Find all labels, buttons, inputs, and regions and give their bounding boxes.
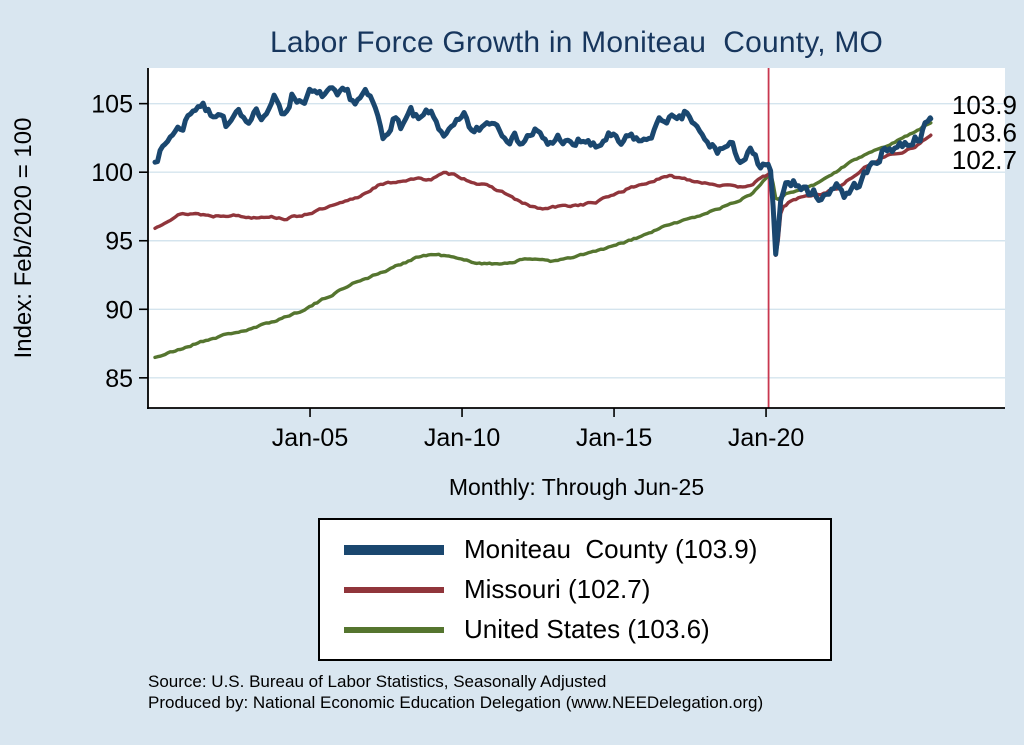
series-line-moniteau-county	[152, 85, 934, 257]
legend-label: United States (103.6)	[464, 614, 710, 644]
source-note: Source: U.S. Bureau of Labor Statistics,…	[148, 672, 607, 691]
legend-swatch	[344, 544, 444, 555]
y-tick-label: 105	[91, 91, 133, 119]
legend-label: Moniteau County (103.9)	[464, 534, 758, 564]
legend-swatch	[344, 626, 444, 633]
series-line-missouri	[153, 133, 933, 257]
x-tick-label: Jan-10	[424, 424, 500, 452]
x-tick-label: Jan-05	[272, 424, 348, 452]
legend-swatch	[344, 586, 444, 593]
produced-by-note: Produced by: National Economic Education…	[148, 693, 764, 712]
series-end-value-label: 102.7	[952, 145, 1017, 175]
chart-subtitle: Monthly: Through Jun-25	[448, 474, 705, 500]
y-tick-label: 100	[91, 159, 133, 187]
legend-item: Missouri (102.7)	[344, 574, 810, 605]
legend-label: Missouri (102.7)	[464, 574, 651, 604]
y-tick-label: 85	[105, 365, 133, 393]
legend-item: Moniteau County (103.9)	[344, 534, 810, 565]
series-end-value-label: 103.9	[952, 90, 1017, 120]
series-end-value-label: 103.6	[952, 117, 1017, 147]
legend: Moniteau County (103.9) Missouri (102.7) U…	[318, 518, 832, 661]
legend-item: United States (103.6)	[344, 614, 810, 645]
x-tick-label: Jan-20	[728, 424, 804, 452]
chart-title: Labor Force Growth in Moniteau County, M…	[269, 26, 884, 59]
plot: 85 90 95 100 105 Jan-05 Jan-10 Jan-15 Jan-20 103.…	[91, 68, 1017, 452]
x-tick-label: Jan-15	[576, 424, 652, 452]
plot-area	[148, 68, 1005, 408]
y-tick-label: 90	[105, 296, 133, 324]
y-tick-label: 95	[105, 228, 133, 256]
